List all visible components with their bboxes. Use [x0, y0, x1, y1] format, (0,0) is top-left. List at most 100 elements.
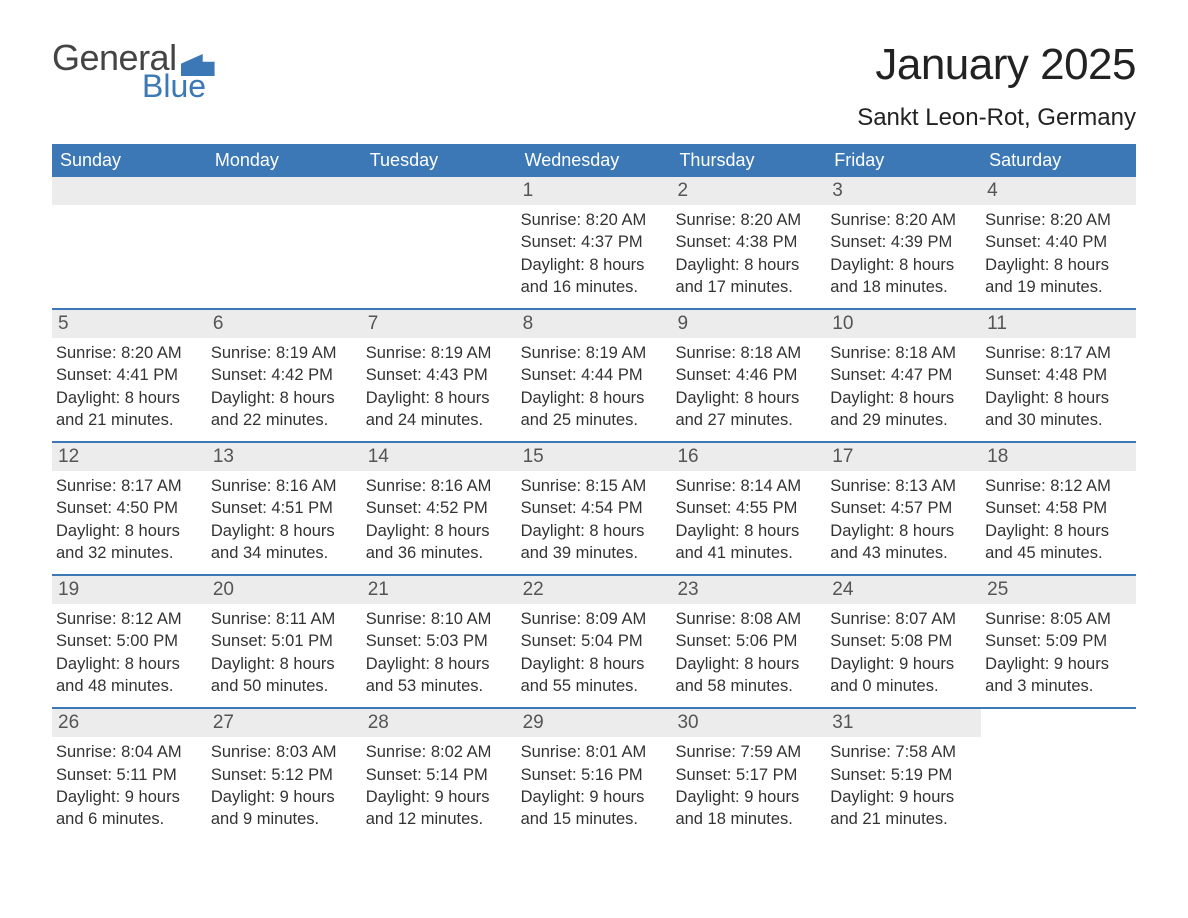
daylight-line-1: Daylight: 9 hours — [985, 653, 1132, 675]
day-body: Sunrise: 8:12 AMSunset: 5:00 PMDaylight:… — [52, 604, 207, 707]
daylight-line-2: and 41 minutes. — [675, 542, 822, 564]
sunset-line: Sunset: 4:37 PM — [521, 231, 668, 253]
calendar-day: 17Sunrise: 8:13 AMSunset: 4:57 PMDayligh… — [826, 443, 981, 574]
daylight-line-1: Daylight: 9 hours — [56, 786, 203, 808]
sunrise-line: Sunrise: 8:12 AM — [985, 475, 1132, 497]
calendar-day: 19Sunrise: 8:12 AMSunset: 5:00 PMDayligh… — [52, 576, 207, 707]
sunrise-line: Sunrise: 8:20 AM — [56, 342, 203, 364]
daylight-line-2: and 34 minutes. — [211, 542, 358, 564]
day-body: Sunrise: 8:08 AMSunset: 5:06 PMDaylight:… — [671, 604, 826, 707]
weekday-header: Saturday — [981, 144, 1136, 177]
daylight-line-1: Daylight: 8 hours — [521, 520, 668, 542]
day-number: 27 — [213, 712, 234, 733]
day-body: Sunrise: 8:17 AMSunset: 4:50 PMDaylight:… — [52, 471, 207, 574]
day-number-row: 27 — [207, 709, 362, 737]
calendar-day: 30Sunrise: 7:59 AMSunset: 5:17 PMDayligh… — [671, 709, 826, 840]
day-number-row: 12 — [52, 443, 207, 471]
day-number-row: 25 — [981, 576, 1136, 604]
day-number-row: 15 — [517, 443, 672, 471]
day-number: 13 — [213, 446, 234, 467]
day-number-row: 26 — [52, 709, 207, 737]
day-body: Sunrise: 8:03 AMSunset: 5:12 PMDaylight:… — [207, 737, 362, 840]
calendar-day: 21 Sunrise: 8:10 AMSunset: 5:03 PMDayligh… — [362, 576, 517, 707]
day-number-row: 29 — [517, 709, 672, 737]
day-number: 22 — [523, 579, 544, 600]
daylight-line-2: and 0 minutes. — [830, 675, 977, 697]
sunrise-line: Sunrise: 8:17 AM — [985, 342, 1132, 364]
daylight-line-1: Daylight: 8 hours — [56, 653, 203, 675]
day-body: Sunrise: 8:20 AMSunset: 4:41 PMDaylight:… — [52, 338, 207, 441]
sunset-line: Sunset: 4:55 PM — [675, 497, 822, 519]
day-body: Sunrise: 8:10 AMSunset: 5:03 PMDaylight:… — [362, 604, 517, 707]
sunrise-line: Sunrise: 8:07 AM — [830, 608, 977, 630]
calendar-day: 6Sunrise: 8:19 AMSunset: 4:42 PMDaylight… — [207, 310, 362, 441]
daylight-line-2: and 18 minutes. — [830, 276, 977, 298]
sunrise-line: Sunrise: 8:09 AM — [521, 608, 668, 630]
sunrise-line: Sunrise: 8:05 AM — [985, 608, 1132, 630]
day-number: 9 — [677, 313, 688, 334]
day-number-row: 14 — [362, 443, 517, 471]
sunset-line: Sunset: 5:04 PM — [521, 630, 668, 652]
daylight-line-1: Daylight: 9 hours — [830, 786, 977, 808]
daylight-line-2: and 21 minutes. — [830, 808, 977, 830]
calendar-day: 12Sunrise: 8:17 AMSunset: 4:50 PMDayligh… — [52, 443, 207, 574]
day-body: Sunrise: 8:13 AMSunset: 4:57 PMDaylight:… — [826, 471, 981, 574]
day-body: Sunrise: 7:59 AMSunset: 5:17 PMDaylight:… — [671, 737, 826, 840]
calendar-day: 1Sunrise: 8:20 AMSunset: 4:37 PMDaylight… — [517, 177, 672, 308]
day-number-row: 28 — [362, 709, 517, 737]
day-number-row: 30 — [671, 709, 826, 737]
sunset-line: Sunset: 4:41 PM — [56, 364, 203, 386]
sunrise-line: Sunrise: 8:19 AM — [366, 342, 513, 364]
title-block: January 2025 Sankt Leon-Rot, Germany — [857, 40, 1136, 132]
sunrise-line: Sunrise: 7:58 AM — [830, 741, 977, 763]
day-number: 18 — [987, 446, 1008, 467]
daylight-line-2: and 15 minutes. — [521, 808, 668, 830]
day-number: 6 — [213, 313, 224, 334]
calendar-day: 31Sunrise: 7:58 AMSunset: 5:19 PMDayligh… — [826, 709, 981, 840]
sunset-line: Sunset: 4:38 PM — [675, 231, 822, 253]
day-number-row: 18 — [981, 443, 1136, 471]
day-number: 5 — [58, 313, 69, 334]
calendar-day: 7Sunrise: 8:19 AMSunset: 4:43 PMDaylight… — [362, 310, 517, 441]
calendar-day: 28Sunrise: 8:02 AMSunset: 5:14 PMDayligh… — [362, 709, 517, 840]
sunrise-line: Sunrise: 8:03 AM — [211, 741, 358, 763]
calendar-week: 12Sunrise: 8:17 AMSunset: 4:50 PMDayligh… — [52, 441, 1136, 574]
sunset-line: Sunset: 4:51 PM — [211, 497, 358, 519]
calendar-day: 8Sunrise: 8:19 AMSunset: 4:44 PMDaylight… — [517, 310, 672, 441]
calendar-week: 1Sunrise: 8:20 AMSunset: 4:37 PMDaylight… — [52, 177, 1136, 308]
daylight-line-1: Daylight: 8 hours — [56, 520, 203, 542]
sunrise-line: Sunrise: 8:08 AM — [675, 608, 822, 630]
day-number: 26 — [58, 712, 79, 733]
day-body: Sunrise: 8:09 AMSunset: 5:04 PMDaylight:… — [517, 604, 672, 707]
sunset-line: Sunset: 5:00 PM — [56, 630, 203, 652]
sunset-line: Sunset: 5:19 PM — [830, 764, 977, 786]
daylight-line-2: and 30 minutes. — [985, 409, 1132, 431]
location-subtitle: Sankt Leon-Rot, Germany — [857, 104, 1136, 132]
day-number: 3 — [832, 180, 843, 201]
month-title: January 2025 — [857, 40, 1136, 90]
day-number: 4 — [987, 180, 998, 201]
sunset-line: Sunset: 5:14 PM — [366, 764, 513, 786]
sunset-line: Sunset: 4:43 PM — [366, 364, 513, 386]
day-number-row: 21 — [362, 576, 517, 604]
calendar-day: 4Sunrise: 8:20 AMSunset: 4:40 PMDaylight… — [981, 177, 1136, 308]
day-number: 21 — [368, 579, 389, 600]
day-number-row: 24 — [826, 576, 981, 604]
daylight-line-2: and 45 minutes. — [985, 542, 1132, 564]
calendar-day-empty — [981, 709, 1136, 840]
day-number: 16 — [677, 446, 698, 467]
daylight-line-2: and 6 minutes. — [56, 808, 203, 830]
calendar-day: 23Sunrise: 8:08 AMSunset: 5:06 PMDayligh… — [671, 576, 826, 707]
day-body: Sunrise: 8:02 AMSunset: 5:14 PMDaylight:… — [362, 737, 517, 840]
sunset-line: Sunset: 4:50 PM — [56, 497, 203, 519]
day-number-row: 1 — [517, 177, 672, 205]
daylight-line-2: and 27 minutes. — [675, 409, 822, 431]
daylight-line-1: Daylight: 8 hours — [985, 387, 1132, 409]
sunset-line: Sunset: 4:57 PM — [830, 497, 977, 519]
daylight-line-1: Daylight: 8 hours — [521, 254, 668, 276]
day-number-row: 23 — [671, 576, 826, 604]
day-number: 8 — [523, 313, 534, 334]
sunrise-line: Sunrise: 8:18 AM — [675, 342, 822, 364]
day-number-row: 19 — [52, 576, 207, 604]
daylight-line-2: and 25 minutes. — [521, 409, 668, 431]
